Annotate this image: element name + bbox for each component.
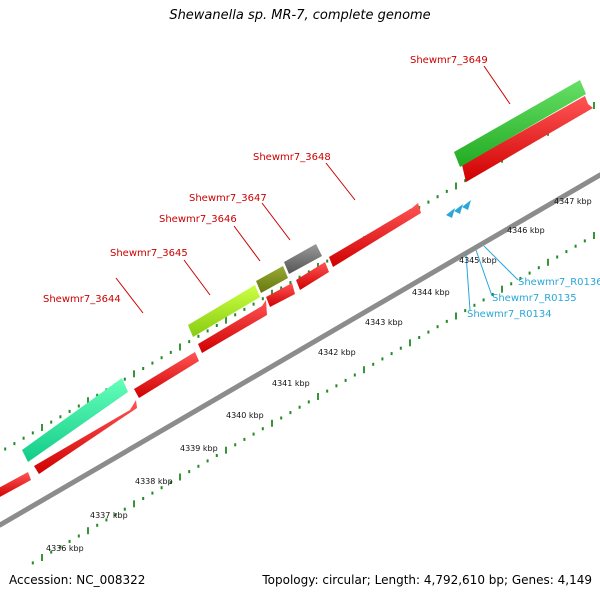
leader-line bbox=[261, 202, 291, 241]
gene-feature-green[interactable] bbox=[454, 80, 586, 167]
rna-arrow-icon[interactable] bbox=[462, 200, 471, 210]
gene-label[interactable]: Shewmr7_3646 bbox=[159, 214, 237, 225]
kbp-label: 4346 kbp bbox=[507, 226, 545, 235]
gene-label[interactable]: Shewmr7_3645 bbox=[110, 248, 188, 259]
gene-label[interactable]: Shewmr7_3644 bbox=[43, 294, 121, 305]
genome-backbone bbox=[0, 172, 600, 528]
cds-feature[interactable] bbox=[462, 96, 593, 182]
cds-feature[interactable] bbox=[296, 262, 329, 290]
kbp-label: 4344 kbp bbox=[412, 288, 450, 297]
kbp-label: 4340 kbp bbox=[226, 411, 264, 420]
rna-leader-line bbox=[483, 245, 519, 281]
rna-leader-line bbox=[465, 253, 471, 311]
cds-feature[interactable] bbox=[134, 352, 199, 398]
cds-feature[interactable] bbox=[266, 283, 295, 307]
cds-feature[interactable] bbox=[198, 300, 267, 353]
rna-arrow-icon[interactable] bbox=[454, 204, 463, 214]
kbp-label: 4347 kbp bbox=[554, 197, 592, 206]
gene-label[interactable]: Shewmr7_3647 bbox=[189, 193, 267, 204]
topology-text: Topology: circular; Length: 4,792,610 bp… bbox=[262, 573, 592, 587]
kbp-label: 4343 kbp bbox=[365, 318, 403, 327]
kbp-label: 4337 kbp bbox=[90, 511, 128, 520]
gene-feature-gray[interactable] bbox=[284, 244, 322, 274]
inner-tick-track bbox=[31, 232, 595, 565]
leader-line bbox=[115, 277, 144, 314]
rna-arrow-icon[interactable] bbox=[446, 208, 455, 218]
kbp-label: 4338 kbp bbox=[135, 477, 173, 486]
rna-label[interactable]: Shewmr7_R0135 bbox=[492, 293, 577, 304]
kbp-label: 4341 kbp bbox=[272, 379, 310, 388]
accession-text: Accession: NC_008322 bbox=[9, 573, 146, 587]
map-title: Shewanella sp. MR-7, complete genome bbox=[169, 8, 431, 23]
rna-label[interactable]: Shewmr7_R0134 bbox=[467, 309, 552, 320]
rna-label[interactable]: Shewmr7_R0136 bbox=[518, 277, 600, 288]
gene-feature-teal[interactable] bbox=[22, 378, 128, 462]
leader-line bbox=[325, 162, 356, 201]
gene-label[interactable]: Shewmr7_3649 bbox=[410, 55, 488, 66]
kbp-label: 4342 kbp bbox=[318, 348, 356, 357]
cds-feature[interactable] bbox=[0, 472, 31, 498]
kbp-label: 4339 kbp bbox=[180, 444, 218, 453]
rna-leader-line bbox=[475, 249, 493, 297]
leader-line bbox=[483, 65, 511, 105]
cds-feature[interactable] bbox=[34, 400, 137, 474]
leader-line bbox=[233, 225, 261, 262]
leader-line bbox=[183, 259, 211, 296]
gene-feature-lime[interactable] bbox=[188, 285, 260, 337]
cds-feature[interactable] bbox=[329, 203, 421, 267]
kbp-label: 4345 kbp bbox=[459, 256, 497, 265]
gene-label[interactable]: Shewmr7_3648 bbox=[253, 152, 331, 163]
kbp-label: 4336 kbp bbox=[46, 544, 84, 553]
gene-feature-olive[interactable] bbox=[256, 266, 288, 293]
